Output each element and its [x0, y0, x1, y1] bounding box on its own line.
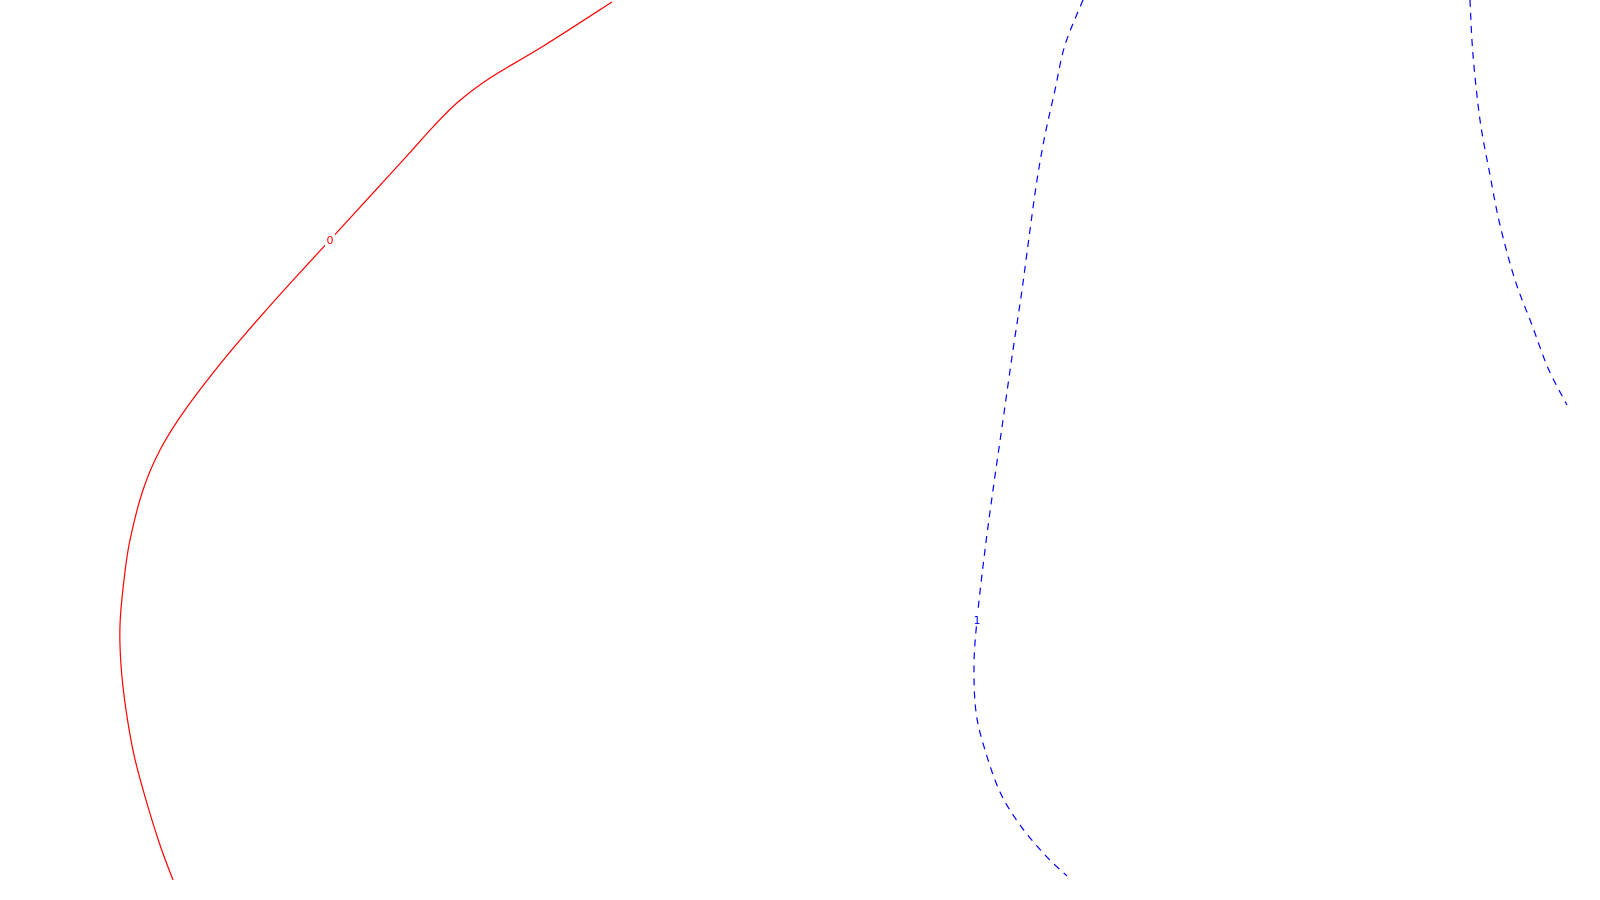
- contour-label-gap: [325, 233, 335, 246]
- contour-label-0: 0: [327, 234, 334, 247]
- contour-lines: [119, 0, 1568, 881]
- contour-labels: 01: [325, 233, 982, 627]
- contour-line-level-0: [119, 1, 613, 881]
- contour-line-unlabeled-2: [1469, 0, 1568, 406]
- contour-label-gap: [972, 613, 982, 626]
- contour-line-level-1: [973, 0, 1084, 877]
- contour-label-1: 1: [974, 614, 981, 627]
